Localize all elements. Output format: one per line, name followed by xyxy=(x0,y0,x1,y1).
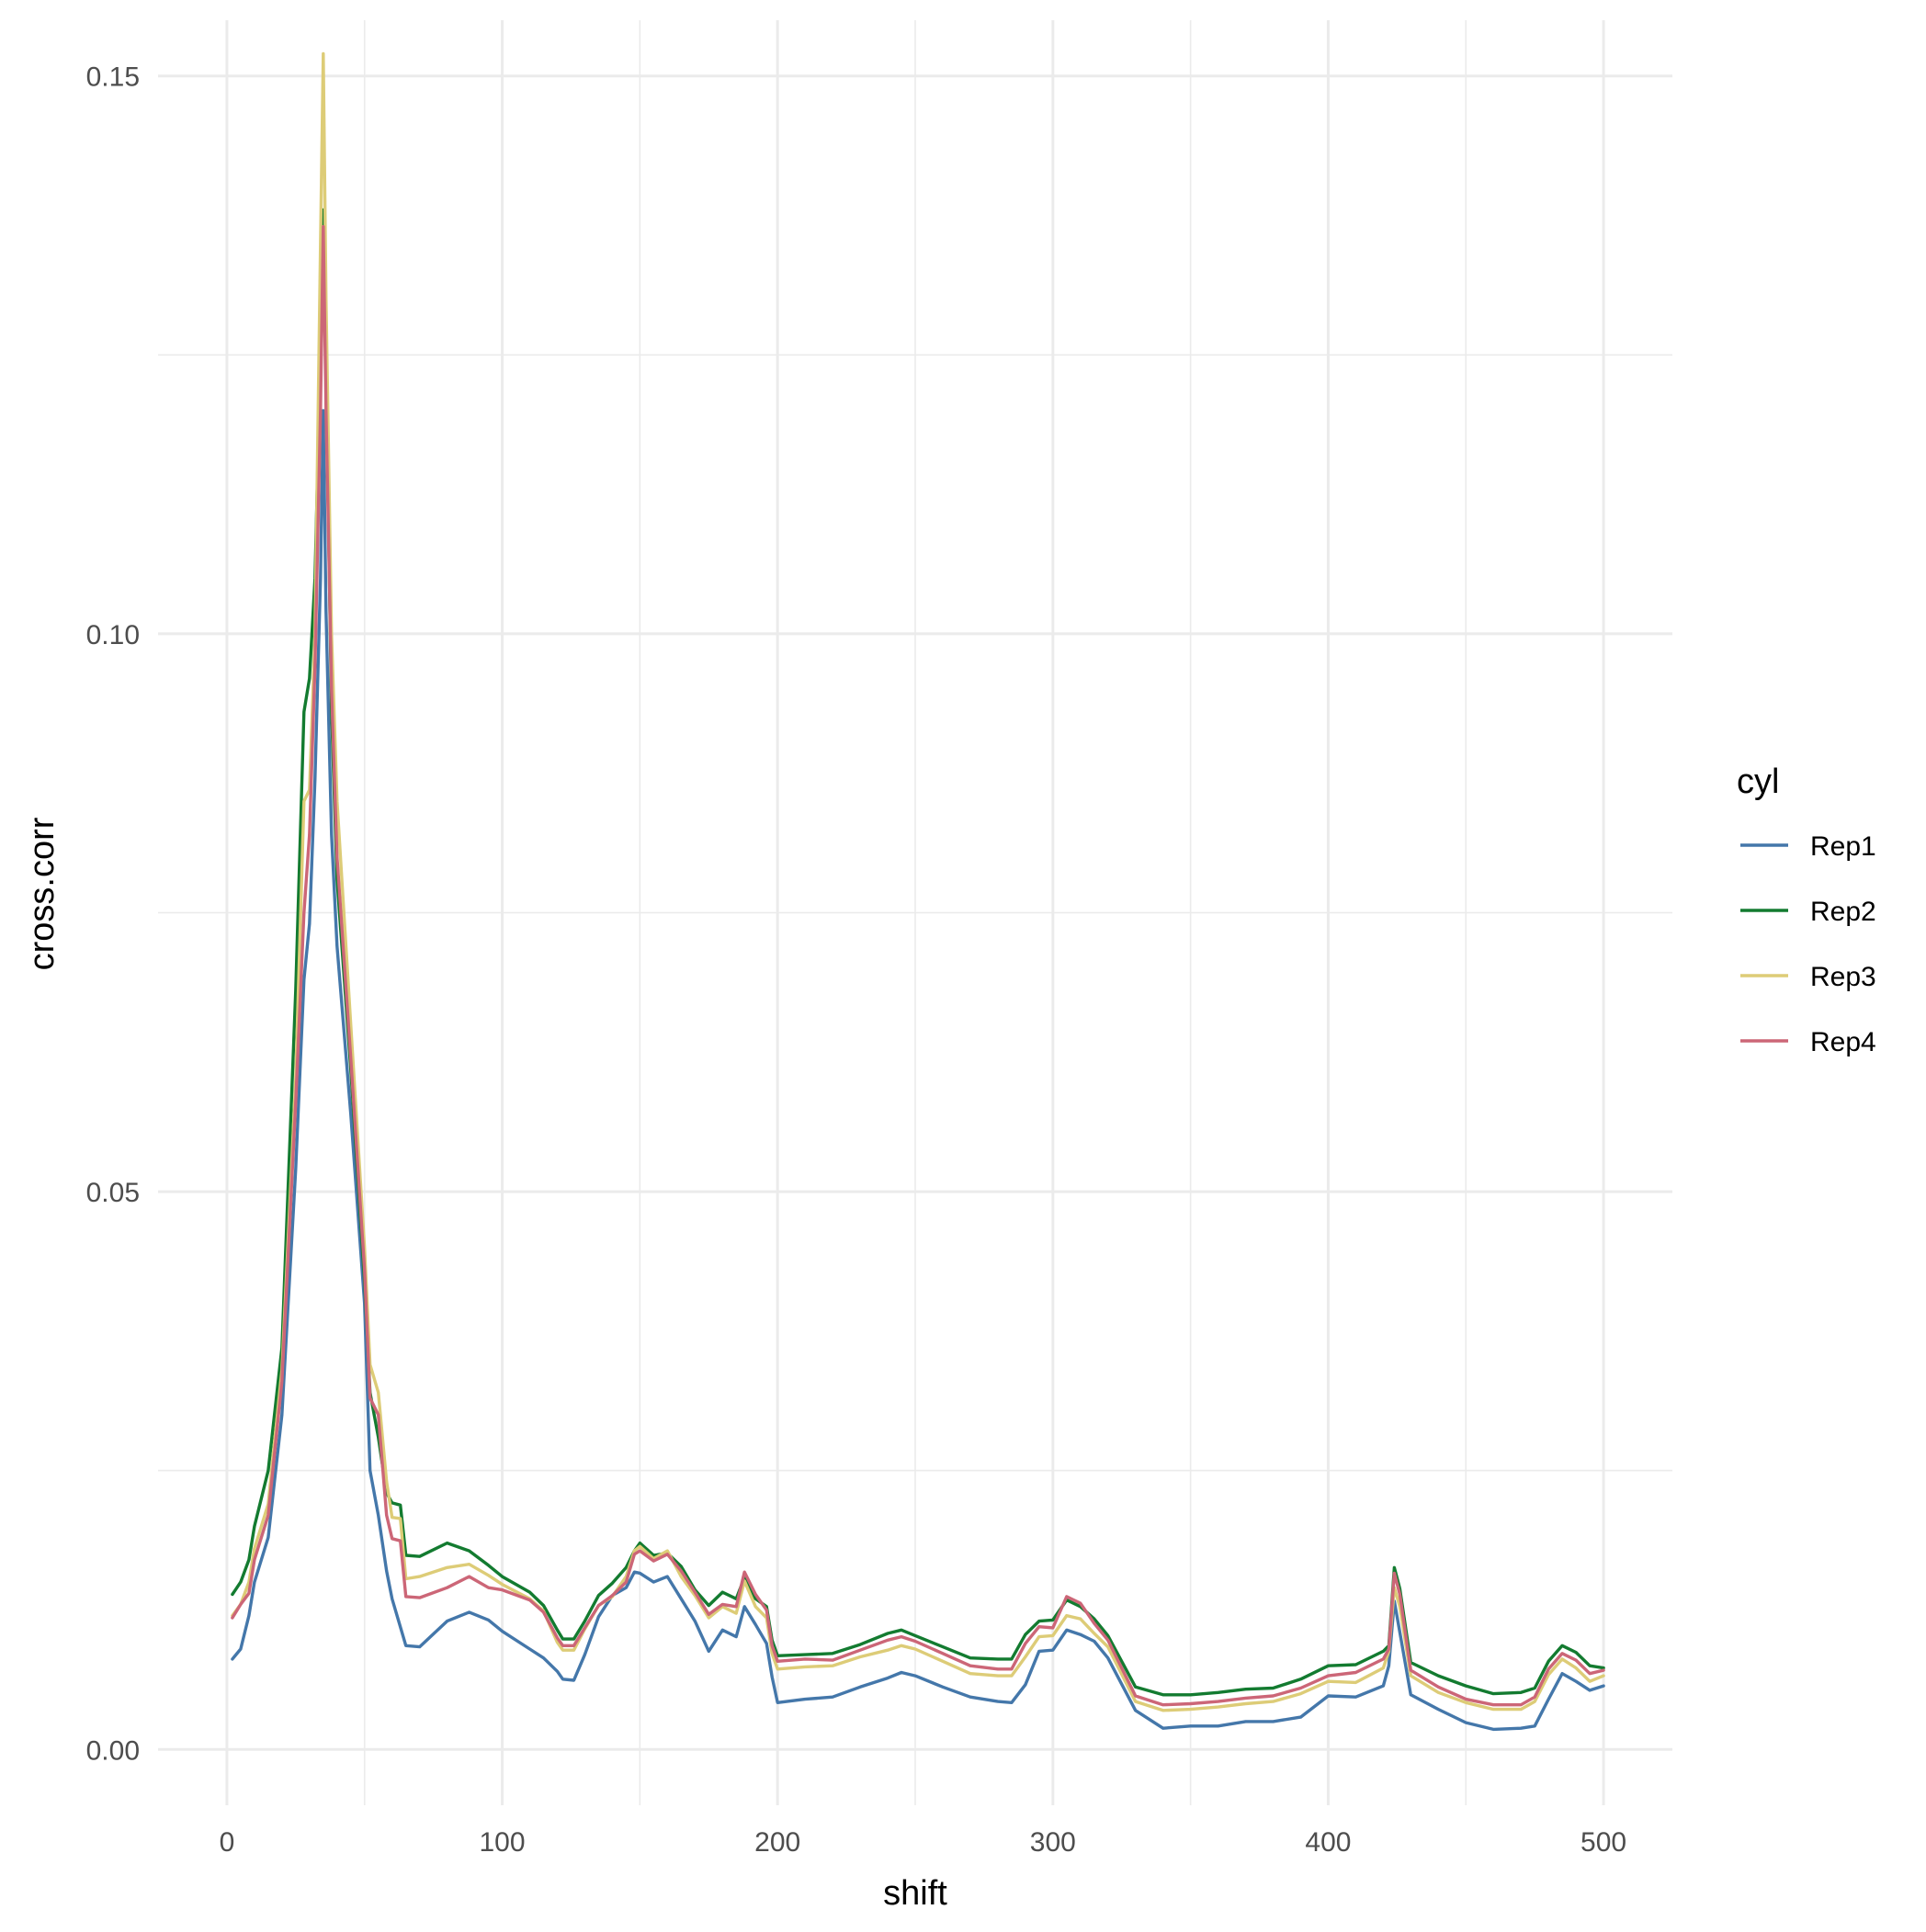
legend-label-rep3: Rep3 xyxy=(1810,962,1876,992)
legend-items: Rep1 Rep2 Rep3 Rep4 xyxy=(1740,831,1876,1057)
legend-label-rep2: Rep2 xyxy=(1810,897,1876,927)
y-tick-label: 0.15 xyxy=(86,62,140,93)
legend: cyl Rep1 Rep2 Rep3 Rep4 xyxy=(1737,763,1876,1057)
y-axis-title: cross.corr xyxy=(23,817,62,970)
x-tick-label: 200 xyxy=(754,1827,800,1858)
series-lines xyxy=(231,51,1605,1732)
x-tick-label: 0 xyxy=(220,1827,235,1858)
series-line-rep4 xyxy=(231,225,1605,1707)
x-tick-label: 300 xyxy=(1030,1827,1076,1858)
y-tick-label: 0.10 xyxy=(86,620,140,650)
series-line-rep1 xyxy=(231,409,1605,1732)
y-tick-label: 0.00 xyxy=(86,1735,140,1766)
x-tick-label: 100 xyxy=(480,1827,526,1858)
x-tick-label: 400 xyxy=(1305,1827,1351,1858)
grid xyxy=(158,20,1672,1805)
y-tick-label: 0.05 xyxy=(86,1178,140,1208)
legend-title: cyl xyxy=(1737,763,1779,801)
series-line-rep3 xyxy=(231,51,1605,1712)
series-line-rep2 xyxy=(231,208,1605,1697)
legend-label-rep1: Rep1 xyxy=(1810,831,1876,862)
x-axis-title: shift xyxy=(883,1874,947,1913)
x-axis-ticks: 0 100 200 300 400 500 xyxy=(220,1827,1627,1858)
x-tick-label: 500 xyxy=(1580,1827,1626,1858)
y-axis-ticks: 0.00 0.05 0.10 0.15 xyxy=(86,62,140,1767)
legend-label-rep4: Rep4 xyxy=(1810,1027,1876,1057)
